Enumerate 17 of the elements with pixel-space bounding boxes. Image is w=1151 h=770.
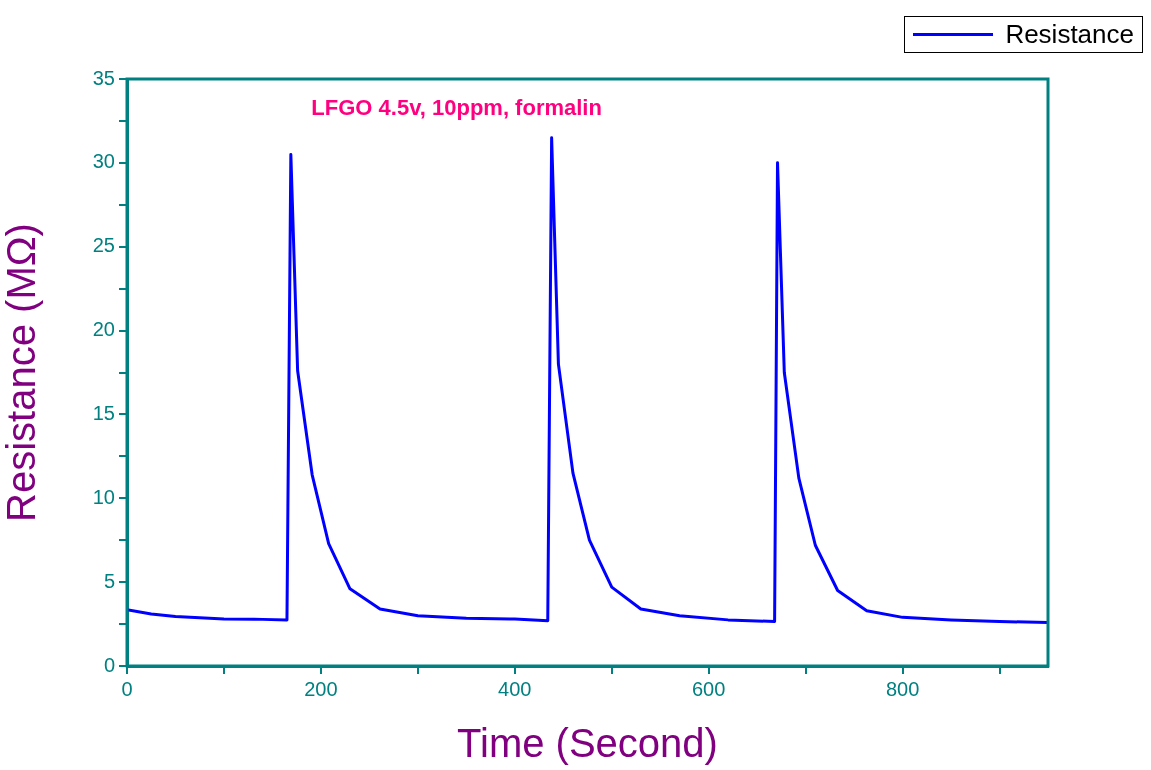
y-axis-title: Resistance (MΩ) [0,223,44,522]
x-tick-label: 600 [692,677,726,700]
y-tick-label: 10 [92,485,115,508]
x-tick-label: 200 [304,677,338,700]
legend-label: Resistance [1005,19,1134,50]
text: LFGO 4.5v, 10ppm, formalin [311,95,602,121]
y-tick-label: 15 [92,401,115,424]
x-axis-title: Time (Second) [457,721,718,766]
x-tick-label: 0 [121,677,133,700]
y-tick-label: 5 [103,569,115,592]
y-tick-label: 25 [92,234,115,257]
x-tick-label: 400 [498,677,532,700]
y-tick-label: 30 [92,150,115,173]
y-tick-label: 20 [92,318,115,341]
y-tick-label: 0 [103,653,115,676]
x-tick-label: 800 [885,677,920,700]
y-tick-label: 35 [92,66,115,89]
